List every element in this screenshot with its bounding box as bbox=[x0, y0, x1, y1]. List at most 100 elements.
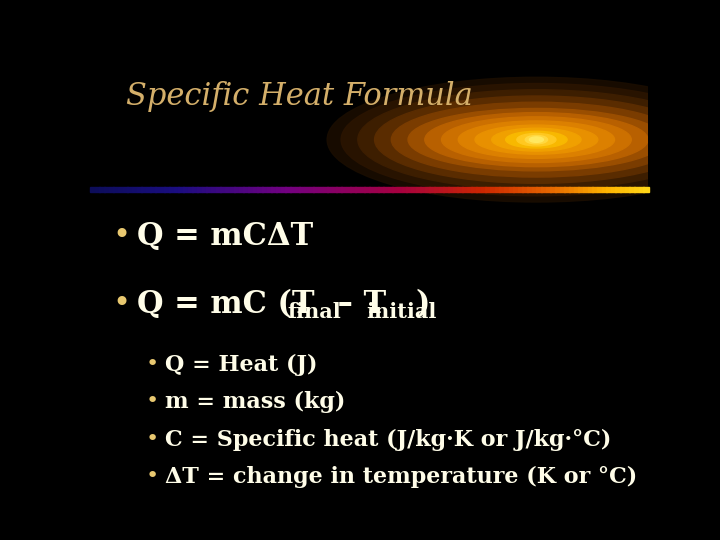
Bar bbox=[169, 187, 174, 192]
Ellipse shape bbox=[517, 133, 556, 146]
Bar bbox=[360, 187, 365, 192]
Bar bbox=[546, 187, 551, 192]
Bar bbox=[420, 187, 426, 192]
Bar bbox=[271, 187, 276, 192]
Bar bbox=[141, 187, 146, 192]
Ellipse shape bbox=[529, 137, 544, 143]
Bar bbox=[220, 187, 225, 192]
Text: •: • bbox=[145, 429, 159, 449]
Bar bbox=[294, 187, 300, 192]
Bar bbox=[351, 187, 356, 192]
Bar bbox=[230, 187, 235, 192]
Ellipse shape bbox=[441, 117, 631, 163]
Bar bbox=[364, 187, 369, 192]
Bar bbox=[467, 187, 472, 192]
Bar bbox=[472, 187, 477, 192]
Bar bbox=[425, 187, 430, 192]
Bar bbox=[137, 187, 142, 192]
Text: •: • bbox=[145, 466, 159, 486]
Text: ): ) bbox=[415, 289, 430, 320]
Bar bbox=[634, 187, 639, 192]
Ellipse shape bbox=[408, 109, 665, 171]
Bar bbox=[202, 187, 207, 192]
Bar bbox=[453, 187, 458, 192]
Bar bbox=[476, 187, 481, 192]
Bar bbox=[188, 187, 193, 192]
Bar bbox=[327, 187, 333, 192]
Text: •: • bbox=[145, 354, 159, 374]
Ellipse shape bbox=[492, 128, 581, 151]
Bar bbox=[438, 187, 444, 192]
Text: •: • bbox=[145, 391, 159, 411]
Bar bbox=[536, 187, 541, 192]
Bar bbox=[276, 187, 282, 192]
Bar bbox=[397, 187, 402, 192]
Bar bbox=[258, 187, 263, 192]
Bar bbox=[402, 187, 407, 192]
Bar bbox=[127, 187, 132, 192]
Bar bbox=[215, 187, 221, 192]
Bar bbox=[113, 187, 119, 192]
Bar bbox=[620, 187, 625, 192]
Bar bbox=[392, 187, 397, 192]
Ellipse shape bbox=[374, 96, 698, 183]
Text: •: • bbox=[112, 289, 130, 319]
Bar bbox=[179, 187, 184, 192]
Bar bbox=[300, 187, 305, 192]
Ellipse shape bbox=[358, 90, 715, 190]
Bar bbox=[309, 187, 314, 192]
Bar bbox=[369, 187, 374, 192]
Bar bbox=[485, 187, 490, 192]
Bar bbox=[532, 187, 537, 192]
Bar bbox=[527, 187, 532, 192]
Bar bbox=[253, 187, 258, 192]
Bar bbox=[355, 187, 360, 192]
Bar bbox=[374, 187, 379, 192]
Bar bbox=[183, 187, 188, 192]
Bar bbox=[378, 187, 384, 192]
Bar bbox=[490, 187, 495, 192]
Text: Q = mCΔT: Q = mCΔT bbox=[138, 221, 314, 252]
Bar bbox=[601, 187, 607, 192]
Bar bbox=[150, 187, 156, 192]
Bar bbox=[499, 187, 505, 192]
Bar bbox=[341, 187, 346, 192]
Bar bbox=[597, 187, 602, 192]
Bar bbox=[578, 187, 583, 192]
Bar bbox=[616, 187, 621, 192]
Ellipse shape bbox=[526, 136, 548, 144]
Text: – T: – T bbox=[327, 289, 387, 320]
Bar bbox=[104, 187, 109, 192]
Ellipse shape bbox=[425, 113, 648, 167]
Text: initial: initial bbox=[366, 302, 436, 322]
Bar bbox=[318, 187, 323, 192]
Text: Specific Heat Formula: Specific Heat Formula bbox=[126, 82, 473, 112]
Bar bbox=[504, 187, 509, 192]
Bar bbox=[434, 187, 439, 192]
Ellipse shape bbox=[459, 121, 615, 158]
Bar bbox=[164, 187, 170, 192]
Bar bbox=[550, 187, 556, 192]
Bar bbox=[541, 187, 546, 192]
Bar bbox=[332, 187, 337, 192]
Bar bbox=[574, 187, 579, 192]
Bar bbox=[606, 187, 611, 192]
Bar bbox=[99, 187, 104, 192]
Bar bbox=[94, 187, 100, 192]
Bar bbox=[122, 187, 127, 192]
Bar bbox=[234, 187, 239, 192]
Bar bbox=[457, 187, 462, 192]
Ellipse shape bbox=[341, 84, 720, 196]
Bar bbox=[588, 187, 593, 192]
Ellipse shape bbox=[505, 131, 567, 148]
Bar bbox=[495, 187, 500, 192]
Bar bbox=[625, 187, 630, 192]
Bar bbox=[290, 187, 295, 192]
Text: ΔT = change in temperature (K or °C): ΔT = change in temperature (K or °C) bbox=[166, 466, 638, 488]
Bar bbox=[304, 187, 309, 192]
Bar bbox=[281, 187, 286, 192]
Bar bbox=[145, 187, 151, 192]
Bar bbox=[448, 187, 454, 192]
Bar bbox=[225, 187, 230, 192]
Ellipse shape bbox=[475, 125, 598, 154]
